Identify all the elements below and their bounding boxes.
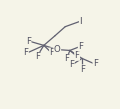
Text: F: F [64,54,69,63]
Text: F: F [75,51,80,60]
Text: F: F [69,60,74,69]
Text: F: F [35,52,40,61]
Text: F: F [26,37,31,46]
Text: I: I [79,17,82,26]
Text: F: F [50,48,54,57]
Text: O: O [54,45,61,54]
Text: F: F [78,42,83,51]
Text: F: F [80,65,85,74]
Text: F: F [24,48,28,57]
Text: F: F [93,59,98,68]
